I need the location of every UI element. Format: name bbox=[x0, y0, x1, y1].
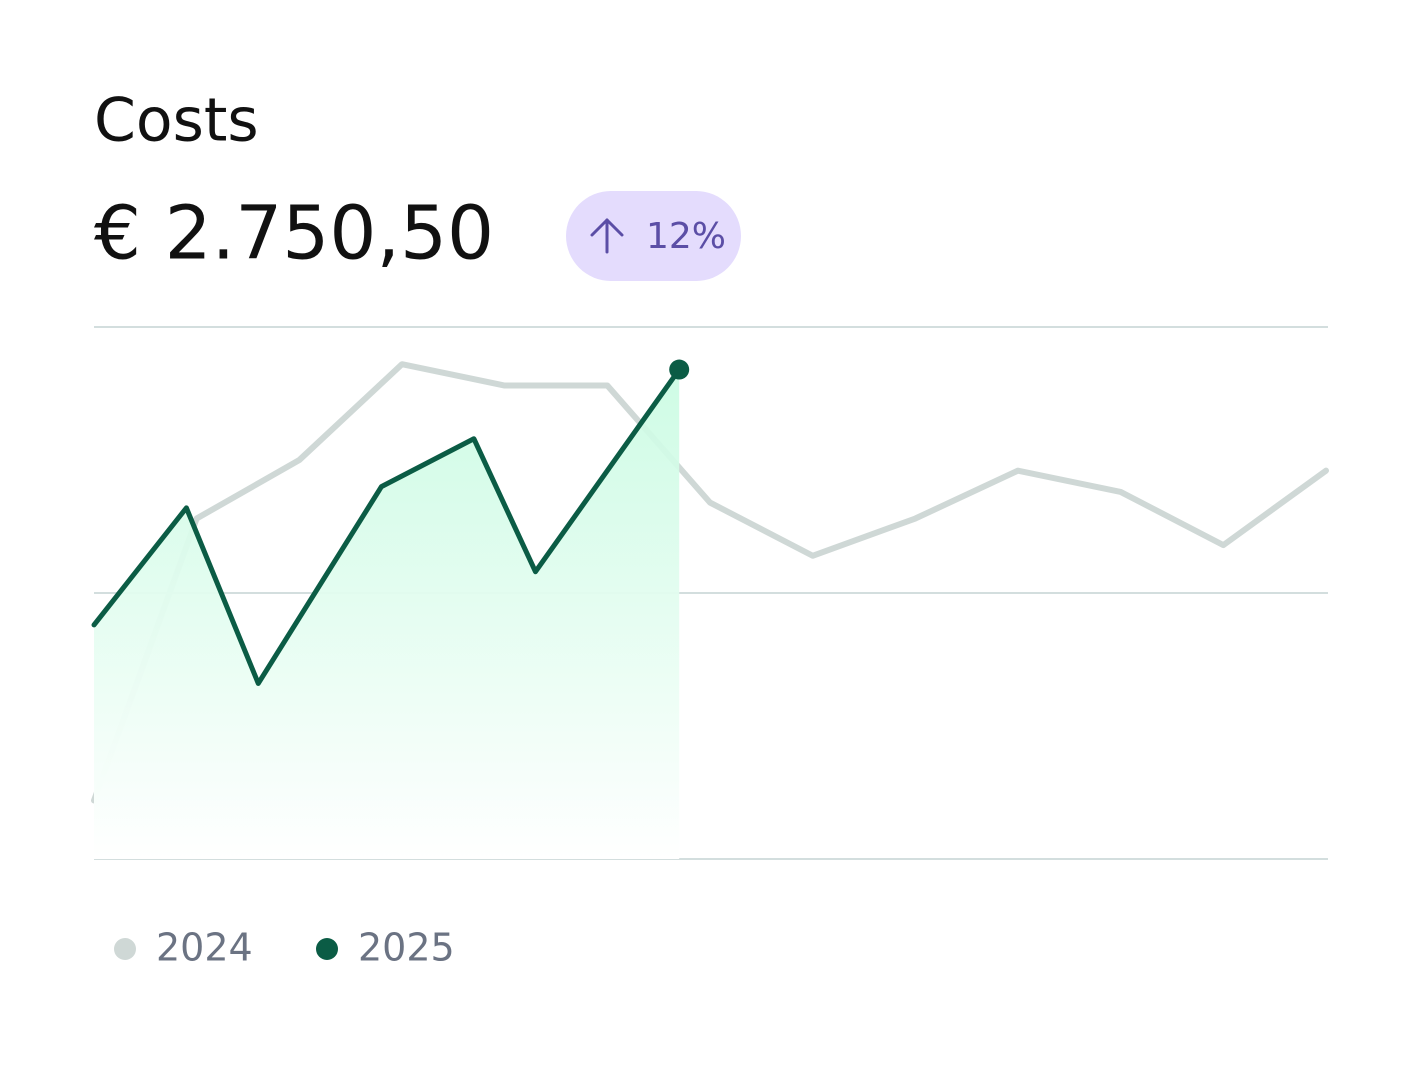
change-badge bbox=[566, 191, 741, 281]
legend-label: 2024 bbox=[156, 926, 253, 970]
series-line bbox=[91, 367, 682, 686]
endpoint-dot bbox=[669, 359, 690, 380]
series-area bbox=[94, 369, 680, 859]
legend-label: 2025 bbox=[358, 926, 455, 970]
card-title: Costs bbox=[94, 86, 259, 156]
change-percent: 12% bbox=[646, 216, 726, 257]
total-amount: € 2.750,50 bbox=[94, 191, 494, 277]
legend-swatch bbox=[316, 938, 338, 960]
series-line bbox=[91, 361, 1329, 804]
up-arrow-icon bbox=[590, 218, 624, 254]
legend-swatch bbox=[114, 938, 136, 960]
